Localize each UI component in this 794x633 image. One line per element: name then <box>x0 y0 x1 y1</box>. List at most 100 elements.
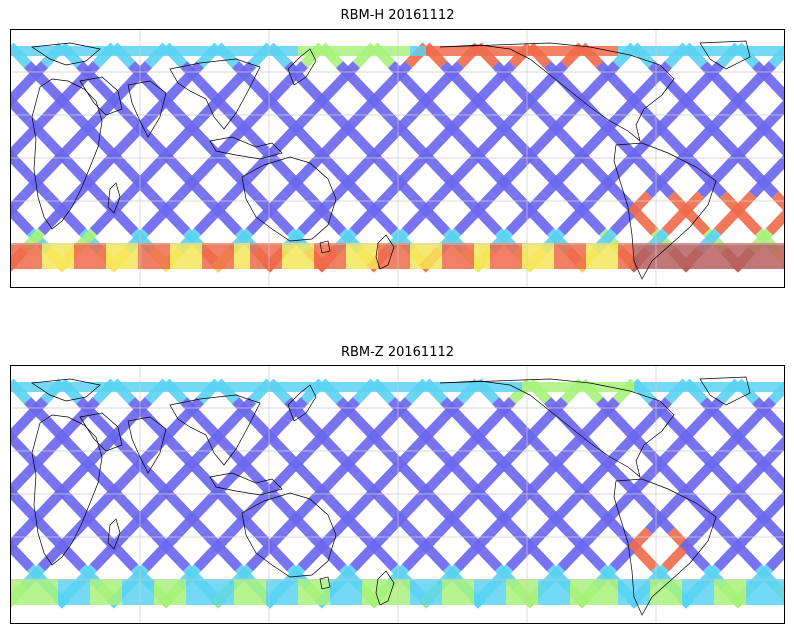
north-band-cell <box>474 46 490 56</box>
swath-segment <box>109 415 135 442</box>
swath-segment <box>269 545 295 572</box>
swath-segment <box>57 79 83 106</box>
swath-segment <box>333 508 359 535</box>
south-band-cell <box>506 243 522 269</box>
swath-segment <box>265 415 291 442</box>
north-band-cell <box>266 46 282 56</box>
north-band-cell <box>682 382 698 392</box>
swath-segment <box>386 116 412 143</box>
north-america-coast <box>439 378 675 478</box>
swath-segment <box>580 154 606 180</box>
north-band-cell <box>74 46 90 56</box>
north-band-cell <box>570 382 586 392</box>
swath-segment <box>267 434 293 460</box>
north-band-cell <box>250 382 266 392</box>
swath-segment <box>769 79 785 103</box>
swath-segment <box>403 98 429 124</box>
swath-segment <box>373 545 399 572</box>
north-band-cell <box>746 382 762 392</box>
swath-segment <box>698 452 724 479</box>
swath-segment <box>212 471 238 497</box>
swath-segment <box>245 545 271 572</box>
swath-segment <box>372 154 398 180</box>
swath-segment <box>579 434 605 460</box>
swath-segment <box>211 527 237 553</box>
south-band-cell <box>714 243 730 269</box>
india-coast <box>127 80 167 138</box>
swath-segment <box>489 508 515 535</box>
greenland-coast <box>699 376 751 406</box>
swath-segment <box>489 172 515 199</box>
swath-segment <box>750 452 776 479</box>
north-band-cell <box>426 382 442 392</box>
swath-segment <box>111 434 137 460</box>
swath-segment <box>731 191 757 217</box>
south-band-cell <box>778 579 785 605</box>
swath-segment <box>113 545 139 572</box>
madagascar-coast <box>107 182 121 214</box>
swath-segment <box>662 490 688 516</box>
swath-segment <box>736 490 762 516</box>
swath-segment <box>523 527 549 553</box>
swath-segment <box>247 434 273 460</box>
south-band-cell <box>538 579 554 605</box>
north-band-cell <box>698 382 714 392</box>
south-band-cell <box>186 243 202 269</box>
north-band-cell <box>650 382 666 392</box>
south-band-cell <box>42 579 58 605</box>
north-band-cell <box>346 46 362 56</box>
swath-segment <box>367 527 393 553</box>
swath-segment <box>577 415 603 442</box>
swath-segment <box>631 98 657 124</box>
south-band-cell <box>394 243 410 269</box>
north-band-cell <box>442 382 458 392</box>
south-band-cell <box>602 579 618 605</box>
swath-segment <box>230 116 256 143</box>
swath-segment <box>679 191 705 217</box>
swath-segment <box>735 434 761 460</box>
north-band-cell <box>250 46 266 56</box>
south-band-cell <box>90 579 106 605</box>
south-band-cell <box>442 579 458 605</box>
australia-coast <box>241 492 337 578</box>
swath-segment <box>109 79 135 106</box>
swath-segment <box>334 452 360 479</box>
swath-segment <box>125 172 151 199</box>
swath-segment <box>766 490 785 516</box>
north-band-cell <box>378 382 394 392</box>
swath-segment <box>766 154 785 180</box>
swath-segment <box>475 434 501 460</box>
swath-segment <box>713 545 739 572</box>
south-band-cell <box>586 579 602 605</box>
swath-segment <box>558 154 584 180</box>
north-band-cell <box>410 382 426 392</box>
south-band-cell <box>378 579 394 605</box>
swath-segment <box>632 490 658 516</box>
swath-segment <box>749 172 775 199</box>
swath-segment <box>350 490 376 516</box>
swath-segment <box>316 135 342 161</box>
swath-segment <box>421 79 447 106</box>
swath-segment <box>477 545 503 572</box>
swath-segment <box>245 209 271 236</box>
swath-segment <box>216 154 242 180</box>
south-band-cell <box>618 243 634 269</box>
swath-segment <box>529 545 555 572</box>
australia-coast <box>241 156 337 242</box>
south-band-cell <box>10 243 26 269</box>
south-band-cell <box>282 243 298 269</box>
swath-segment <box>89 209 115 236</box>
south-band-cell <box>698 243 714 269</box>
swath-segment <box>108 471 134 497</box>
south-band-cell <box>618 579 634 605</box>
north-band-cell <box>410 46 426 56</box>
swath-segment <box>593 172 619 199</box>
north-band-cell <box>394 382 410 392</box>
swath-segment <box>163 434 189 460</box>
swath-segment <box>697 508 723 535</box>
swath-segment <box>283 61 308 87</box>
arabia-coast <box>79 412 123 452</box>
swath-segment <box>576 135 602 161</box>
swath-segment <box>10 98 33 124</box>
swath-segment <box>679 527 705 553</box>
